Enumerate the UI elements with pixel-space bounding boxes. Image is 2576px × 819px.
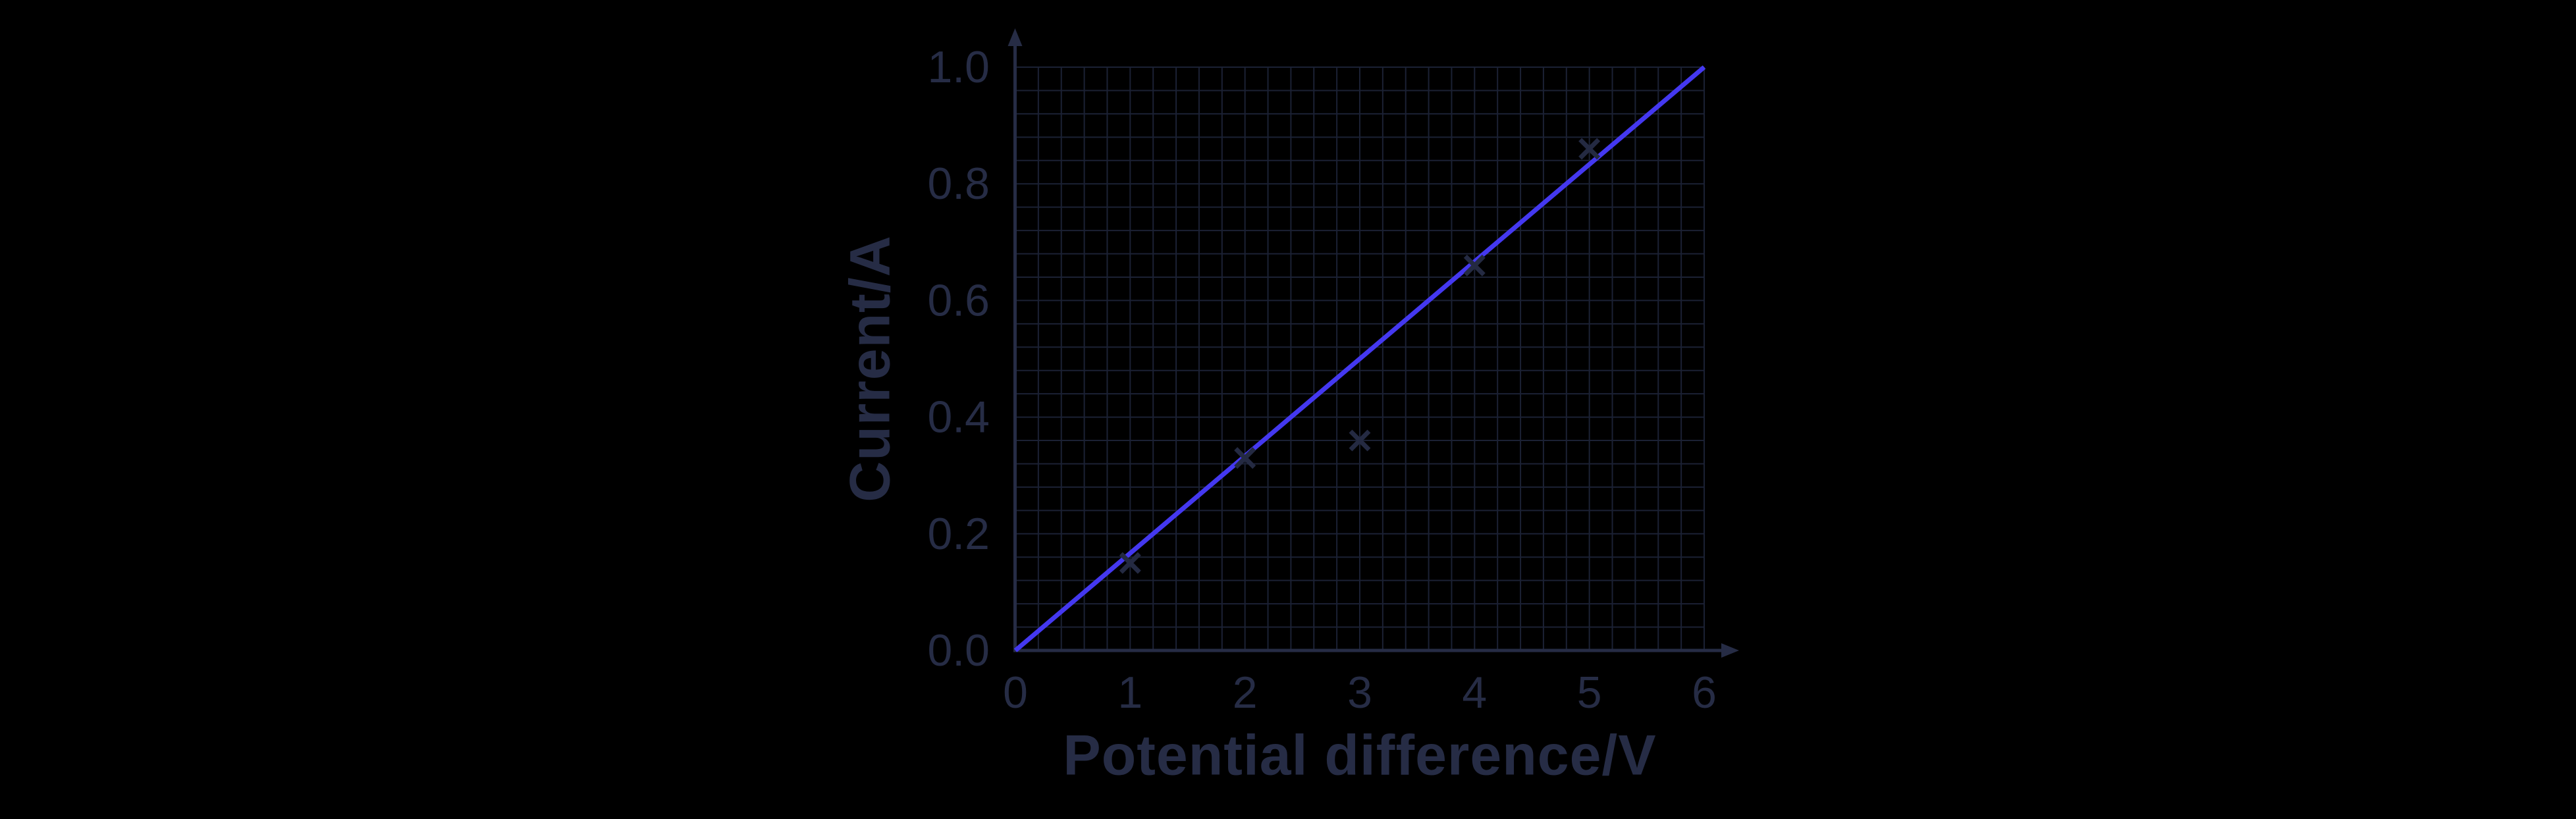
axes: [1007, 28, 1739, 658]
x-tick-label: 6: [1692, 668, 1717, 718]
x-tick-label: 0: [1003, 668, 1028, 718]
y-tick-label: 0.6: [927, 275, 990, 325]
x-marker-icon: [1463, 254, 1486, 277]
y-tick-label: 0.4: [927, 392, 990, 442]
y-tick-label: 1.0: [927, 42, 990, 92]
x-marker-icon: [1234, 447, 1256, 469]
tick-labels: 0 1 2 3 4 5 6 0.0 0.2 0.4 0.6 0.8 1.0: [927, 42, 1716, 718]
data-points: [1119, 138, 1601, 574]
y-axis-arrow-icon: [1007, 28, 1023, 46]
x-tick-label: 2: [1233, 668, 1258, 718]
x-marker-icon: [1578, 138, 1601, 160]
y-tick-label: 0.0: [927, 625, 990, 675]
data-point-marker: [1463, 254, 1486, 277]
x-axis-title: Potential difference/V: [1063, 724, 1657, 787]
data-point-marker: [1349, 429, 1371, 452]
y-axis-title: Current/A: [838, 235, 902, 502]
x-tick-label: 4: [1462, 668, 1487, 718]
x-tick-label: 1: [1117, 668, 1142, 718]
x-tick-label: 3: [1347, 668, 1372, 718]
data-point-marker: [1119, 552, 1141, 574]
y-tick-label: 0.2: [927, 509, 990, 559]
best-fit-line: [1013, 65, 1706, 652]
y-tick-label: 0.8: [927, 159, 990, 209]
data-point-marker: [1234, 447, 1256, 469]
x-marker-icon: [1349, 429, 1371, 452]
data-point-marker: [1578, 138, 1601, 160]
grid-lines: [1015, 66, 1705, 651]
x-marker-icon: [1119, 552, 1141, 574]
x-tick-label: 5: [1577, 668, 1602, 718]
x-axis-arrow-icon: [1721, 643, 1739, 658]
